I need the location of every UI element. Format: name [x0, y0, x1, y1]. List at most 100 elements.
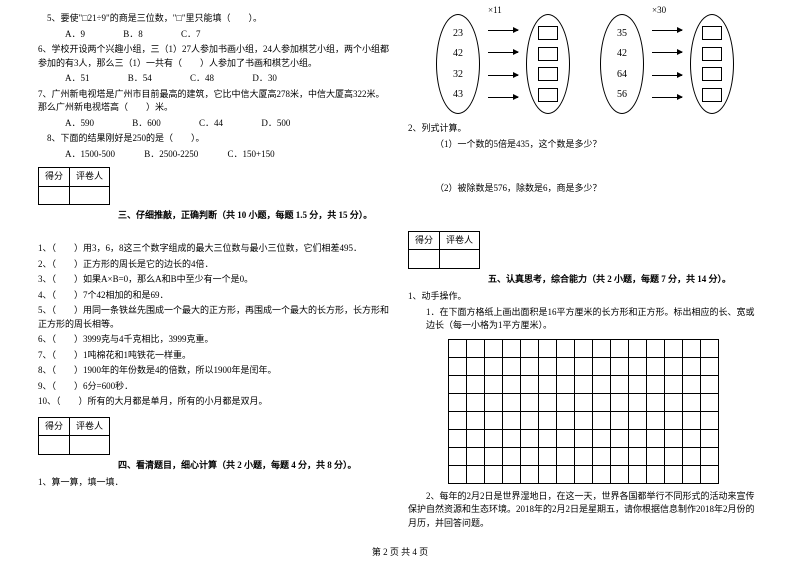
grid-cell	[503, 393, 521, 411]
grid-cell	[665, 411, 683, 429]
grid-cell	[539, 447, 557, 465]
grid-cell	[629, 339, 647, 357]
judge-7: 7、（ ）1吨棉花和1吨铁花一样重。	[38, 349, 392, 363]
page: 5、要使"□21÷9"的商是三位数，"□"里只能填（ ）。 A．9 B．8 C．…	[0, 0, 800, 565]
q6-opt-a: A．51	[65, 73, 90, 83]
grid-cell	[557, 339, 575, 357]
grid-cell	[683, 357, 701, 375]
grid-cell	[701, 375, 719, 393]
q5-options: A．9 B．8 C．7	[38, 28, 392, 42]
grid-cell	[557, 393, 575, 411]
grid-cell	[665, 429, 683, 447]
grid-cell	[485, 429, 503, 447]
grid-cell	[701, 411, 719, 429]
grid-cell	[557, 447, 575, 465]
oval-2-input: 35 42 64 56	[600, 14, 644, 114]
q5-opt-b: B．8	[123, 29, 143, 39]
grid-cell	[701, 447, 719, 465]
q7-options: A．590 B．600 C．44 D．500	[38, 117, 392, 131]
q7-opt-d: D．500	[261, 118, 290, 128]
answer-box	[702, 26, 722, 40]
grid-cell	[557, 375, 575, 393]
section-5-title: 五、认真思考，综合能力（共 2 小题，每题 7 分，共 14 分）。	[488, 273, 762, 287]
page-footer: 第 2 页 共 4 页	[0, 546, 800, 560]
arrow	[652, 52, 682, 53]
grid-cell	[611, 429, 629, 447]
grid-cell	[575, 357, 593, 375]
grid-cell	[449, 429, 467, 447]
grid-cell	[521, 447, 539, 465]
grid-cell	[575, 429, 593, 447]
grid-cell	[575, 339, 593, 357]
judge-1: 1、（ ）用3，6，8这三个数字组成的最大三位数与最小三位数，它们相差495．	[38, 242, 392, 256]
grid-cell	[557, 465, 575, 483]
section-3-title: 三、仔细推敲，正确判断（共 10 小题，每题 1.5 分，共 15 分）。	[118, 209, 392, 223]
oval2-n1: 42	[617, 46, 627, 61]
grader-cell: 评卷人	[70, 168, 110, 187]
calc-2-1: （1）一个数的5倍是435，这个数是多少？	[426, 138, 762, 152]
score-table-3: 得分评卷人	[38, 167, 110, 205]
grid-cell	[557, 429, 575, 447]
arrow	[652, 75, 682, 76]
grader-blank	[70, 186, 110, 205]
q6-opt-c: C．48	[190, 73, 214, 83]
grader-blank	[440, 250, 480, 269]
grid-cell	[503, 447, 521, 465]
grid-cell	[683, 411, 701, 429]
grid-cell	[503, 375, 521, 393]
grid-cell	[629, 465, 647, 483]
grid-cell	[575, 465, 593, 483]
section-5-header: 得分评卷人	[408, 225, 762, 271]
grid-cell	[665, 447, 683, 465]
score-blank	[409, 250, 440, 269]
q8-opt-c: C．150+150	[228, 149, 275, 159]
judge-4: 4、（ ）7个42相加的和是69．	[38, 289, 392, 303]
grid-cell	[467, 411, 485, 429]
grid-cell	[611, 447, 629, 465]
grid-cell	[593, 465, 611, 483]
grid-cell	[539, 429, 557, 447]
grid-cell	[485, 447, 503, 465]
grid-cell	[449, 465, 467, 483]
q8-opt-b: B．2500-2250	[144, 149, 198, 159]
problem-1-1: 1．在下面方格纸上画出面积是16平方厘米的长方形和正方形。标出相应的长、宽或边长…	[426, 306, 762, 333]
oval-group-2: ×30 35 42 64 56	[600, 14, 734, 114]
grid-cell	[593, 429, 611, 447]
grid-cell	[593, 357, 611, 375]
section-4-header: 得分评卷人	[38, 411, 392, 457]
grid-cell	[611, 357, 629, 375]
grid-cell	[449, 357, 467, 375]
grader-cell: 评卷人	[70, 417, 110, 436]
grid-cell	[539, 393, 557, 411]
answer-box	[538, 67, 558, 81]
grid-cell	[683, 375, 701, 393]
judge-6: 6、（ ）3999克与4千克相比，3999克重。	[38, 333, 392, 347]
grid-cell	[593, 375, 611, 393]
grid-cell	[485, 465, 503, 483]
q8-options: A．1500-500 B．2500-2250 C．150+150	[38, 148, 392, 162]
grid-cell	[647, 429, 665, 447]
grid-cell	[485, 411, 503, 429]
oval-2-output	[690, 14, 734, 114]
oval2-n2: 64	[617, 67, 627, 82]
q6-opt-d: D．30	[252, 73, 277, 83]
grid-cell	[629, 411, 647, 429]
judge-5: 5、（ ）用同一条铁丝先围成一个最大的正方形，再围成一个最大的长方形，长方形和正…	[38, 304, 392, 331]
grid-cell	[503, 357, 521, 375]
arrow	[488, 97, 518, 98]
section-3-header: 得分评卷人	[38, 161, 392, 207]
arrows-2	[652, 19, 682, 109]
grader-cell: 评卷人	[440, 231, 480, 250]
oval2-n3: 56	[617, 87, 627, 102]
grid-cell	[449, 411, 467, 429]
calc-2: 2、列式计算。	[408, 122, 762, 136]
answer-box	[538, 47, 558, 61]
grid-cell	[647, 465, 665, 483]
q6-options: A．51 B．54 C．48 D．30	[38, 72, 392, 86]
arrow	[652, 97, 682, 98]
score-cell: 得分	[39, 417, 70, 436]
grid-cell	[683, 393, 701, 411]
grid-cell	[449, 339, 467, 357]
grid-cell	[665, 465, 683, 483]
grid-cell	[611, 393, 629, 411]
